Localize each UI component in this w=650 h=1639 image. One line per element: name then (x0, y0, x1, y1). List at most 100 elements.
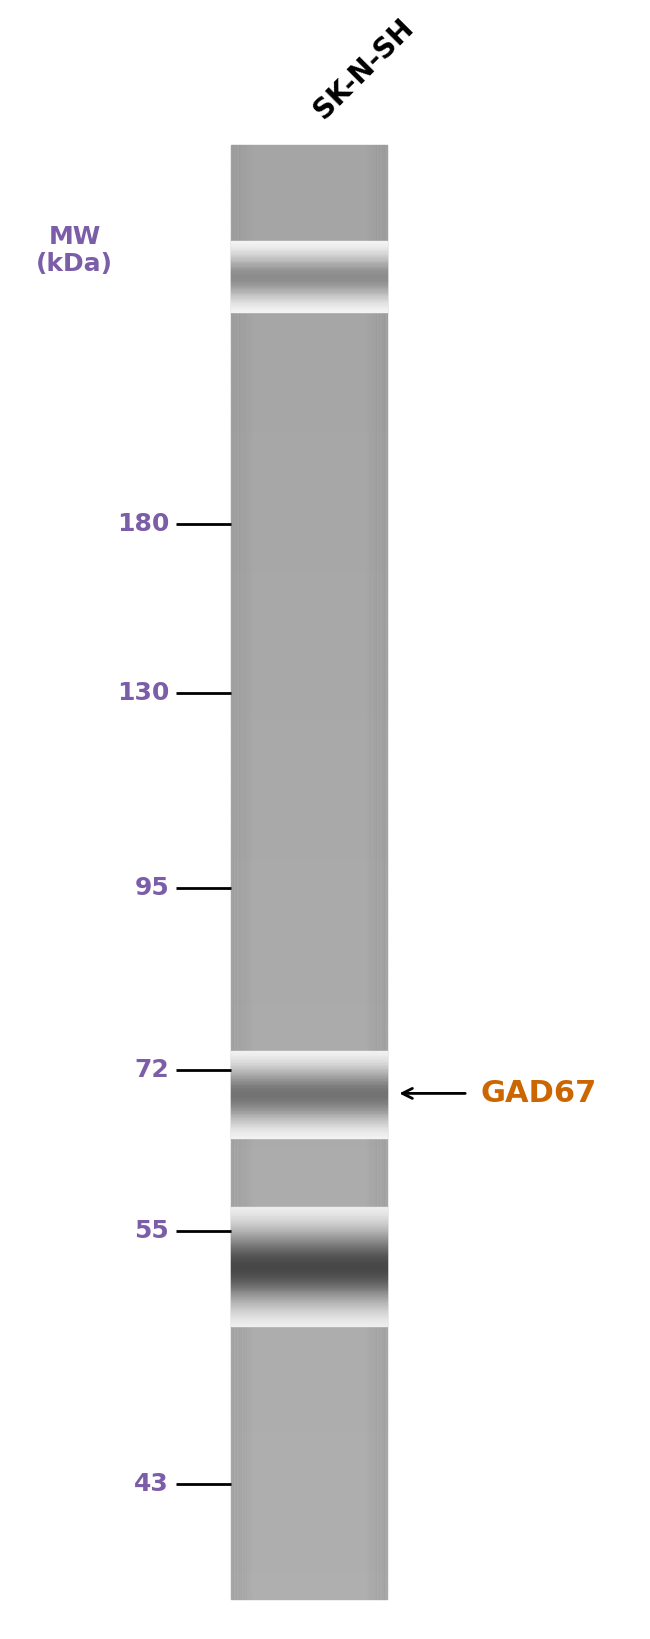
Bar (231, 936, 387, 939)
Bar (231, 1503, 387, 1508)
Bar (231, 679, 387, 683)
Bar (231, 461, 387, 464)
Bar (231, 1382, 387, 1387)
Text: 95: 95 (135, 875, 169, 900)
Bar (231, 639, 387, 644)
Bar (231, 266, 387, 270)
Bar (231, 1013, 387, 1018)
Bar (231, 649, 387, 654)
Bar (231, 1306, 387, 1308)
Bar (231, 911, 387, 916)
Bar (231, 988, 387, 993)
Bar (231, 1236, 387, 1237)
Bar (231, 921, 387, 926)
Bar (231, 547, 387, 552)
Bar (231, 1508, 387, 1513)
Bar (231, 1318, 387, 1323)
Bar (231, 523, 387, 528)
Bar (231, 275, 387, 280)
Bar (231, 823, 387, 828)
Bar (231, 193, 387, 198)
Bar (231, 1283, 387, 1285)
Bar (231, 1377, 387, 1382)
Bar (231, 838, 387, 842)
Bar (231, 800, 387, 805)
Text: MW
(kDa): MW (kDa) (36, 225, 113, 277)
Bar (231, 1228, 387, 1229)
Bar (382, 144, 384, 1600)
Bar (231, 1119, 387, 1124)
Bar (231, 736, 387, 741)
Bar (231, 1085, 387, 1090)
Bar (231, 1237, 387, 1239)
Bar (231, 513, 387, 518)
Bar (231, 1337, 387, 1342)
Bar (231, 580, 387, 585)
Bar (231, 1018, 387, 1023)
Bar (231, 1357, 387, 1362)
Text: 72: 72 (135, 1057, 169, 1082)
Bar (231, 1206, 387, 1211)
Bar (231, 926, 387, 931)
Bar (231, 954, 387, 959)
Bar (244, 144, 246, 1600)
Bar (231, 1439, 387, 1444)
Bar (231, 867, 387, 872)
Bar (231, 508, 387, 513)
Bar (231, 842, 387, 847)
Bar (231, 1187, 387, 1192)
Bar (231, 1280, 387, 1283)
Bar (231, 1449, 387, 1454)
Bar (231, 1110, 387, 1115)
Bar (374, 144, 376, 1600)
Bar (249, 144, 252, 1600)
Bar (371, 144, 374, 1600)
Bar (231, 1270, 387, 1274)
Bar (231, 1347, 387, 1352)
Bar (231, 901, 387, 906)
Bar (231, 1169, 387, 1172)
Bar (231, 441, 387, 446)
Bar (231, 1008, 387, 1013)
Bar (231, 964, 387, 969)
Bar (231, 411, 387, 416)
Bar (231, 1124, 387, 1129)
Bar (231, 1459, 387, 1464)
Bar (231, 1242, 387, 1246)
Bar (231, 372, 387, 377)
Bar (231, 154, 387, 159)
Bar (231, 1406, 387, 1410)
Bar (231, 815, 387, 818)
Bar (231, 1454, 387, 1459)
Bar (231, 1392, 387, 1396)
Bar (231, 1134, 387, 1139)
Bar (231, 711, 387, 716)
Bar (231, 1305, 387, 1306)
Bar (231, 634, 387, 639)
Bar (231, 1226, 387, 1228)
Bar (231, 916, 387, 921)
Bar (231, 698, 387, 701)
Bar (231, 1314, 387, 1316)
Bar (231, 1319, 387, 1323)
Bar (231, 1483, 387, 1488)
Bar (231, 1115, 387, 1119)
Bar (231, 144, 387, 149)
Bar (231, 1251, 387, 1255)
Bar (231, 775, 387, 780)
Bar (231, 756, 387, 760)
Bar (231, 426, 387, 431)
Bar (231, 1575, 387, 1580)
Bar (231, 339, 387, 344)
Bar (231, 1590, 387, 1595)
Bar (231, 906, 387, 911)
Bar (231, 1139, 387, 1144)
Bar (231, 1280, 387, 1285)
Bar (231, 1313, 387, 1314)
Bar (231, 1192, 387, 1196)
Bar (231, 392, 387, 397)
Bar (231, 169, 387, 174)
Bar (231, 1536, 387, 1541)
Bar (231, 1241, 387, 1242)
Bar (231, 310, 387, 315)
